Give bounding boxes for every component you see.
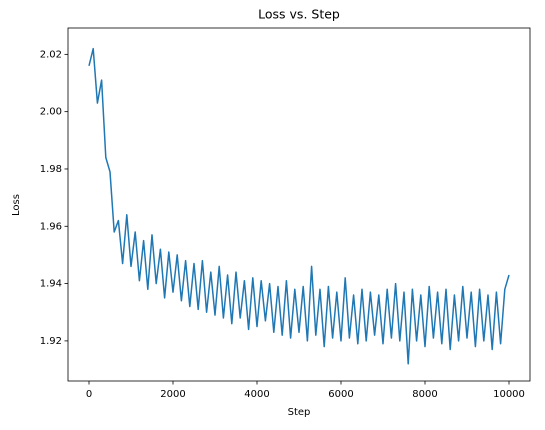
y-tick-label: 1.98 bbox=[40, 164, 62, 175]
x-tick-label: 2000 bbox=[160, 389, 185, 400]
x-tick-label: 8000 bbox=[412, 389, 437, 400]
y-tick-label: 1.96 bbox=[40, 221, 62, 232]
plot-frame bbox=[67, 27, 531, 382]
y-tick-label: 2.00 bbox=[40, 107, 62, 118]
chart-title: Loss vs. Step bbox=[258, 7, 340, 22]
y-tick-label: 1.92 bbox=[40, 336, 62, 347]
x-tick-label: 4000 bbox=[244, 389, 269, 400]
loss-line bbox=[88, 47, 510, 365]
y-tick-label: 2.02 bbox=[40, 49, 62, 60]
x-axis-label: Step bbox=[288, 407, 311, 418]
y-tick-label: 1.94 bbox=[40, 279, 62, 290]
x-tick-label: 10000 bbox=[493, 389, 525, 400]
x-tick-label: 0 bbox=[86, 389, 92, 400]
x-tick-label: 6000 bbox=[328, 389, 353, 400]
y-axis-label: Loss bbox=[11, 194, 22, 216]
